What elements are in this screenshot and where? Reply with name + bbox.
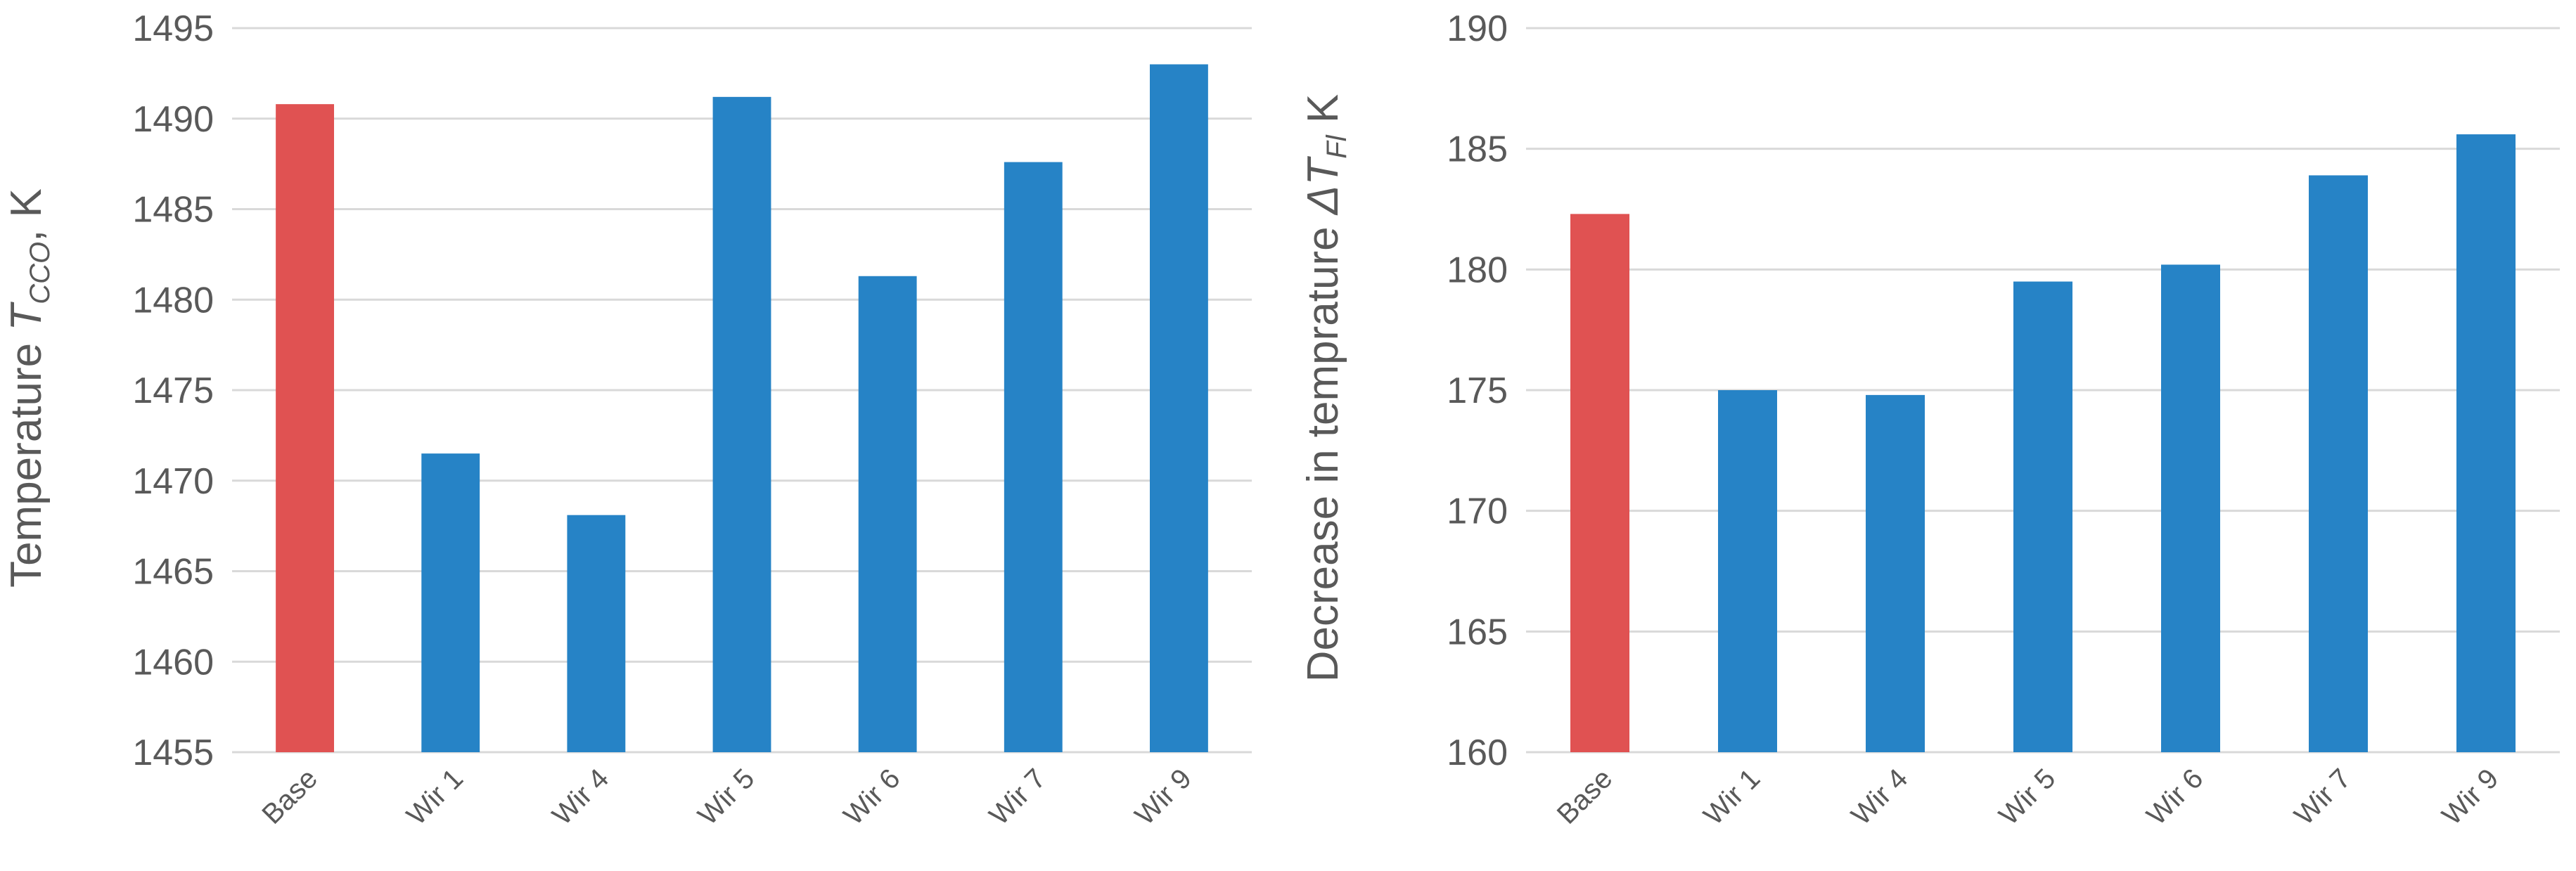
left-x-tick-label: Wir 7	[984, 763, 1052, 831]
right-y-tick-label: 160	[1447, 733, 1508, 773]
right-y-axis-label-unit: K	[1299, 94, 1347, 136]
right-x-tick-label: Wir 7	[2288, 763, 2357, 831]
left-y-ticks: 1455 1460 1465 1470 1475 1480 1485 1490 1495	[132, 8, 214, 773]
left-x-tick-label: Wir 4	[546, 763, 615, 831]
right-x-tick-label: Wir 5	[1993, 763, 2061, 831]
left-x-tick-label: Wir 9	[1129, 763, 1198, 831]
left-bar-wir-1	[421, 453, 480, 752]
left-bar-base	[276, 104, 334, 752]
right-x-tick-label: Wir 9	[2436, 763, 2504, 831]
right-x-tick-label: Wir 4	[1845, 763, 1914, 831]
right-x-tick-label: Base	[1551, 763, 1619, 830]
right-bar-base	[1570, 214, 1629, 752]
right-y-tick-label: 165	[1447, 612, 1508, 652]
right-y-ticks: 160 165 170 175 180 185 190	[1447, 8, 1508, 773]
left-bar-wir-4	[567, 515, 626, 752]
right-bar-wir-7	[2309, 175, 2368, 752]
right-y-axis-label-symbol: ΔT	[1299, 156, 1347, 217]
left-y-tick-label: 1485	[132, 190, 214, 231]
left-x-tick-label: Wir 6	[838, 763, 906, 831]
right-y-tick-label: 170	[1447, 491, 1508, 532]
right-bar-wir-1	[1718, 390, 1777, 752]
right-x-tick-label: Wir 6	[2141, 763, 2209, 831]
left-x-tick-label: Wir 5	[692, 763, 760, 831]
left-y-tick-label: 1480	[132, 280, 214, 321]
left-y-axis-label-main: Temperature	[2, 331, 51, 588]
right-x-ticks: Base Wir 1 Wir 4 Wir 5 Wir 6 Wir 7 Wir 9	[1551, 763, 2505, 831]
right-bar-wir-5	[2013, 281, 2072, 752]
right-y-tick-label: 175	[1447, 370, 1508, 411]
right-y-tick-label: 185	[1447, 129, 1508, 170]
right-y-axis-label-main: Decrease in temprature	[1299, 214, 1347, 682]
right-bar-wir-6	[2161, 264, 2220, 752]
left-bar-wir-9	[1150, 64, 1208, 752]
left-x-tick-label: Wir 1	[401, 763, 469, 831]
left-y-axis-label-symbol: T	[2, 302, 51, 331]
left-y-tick-label: 1495	[132, 8, 214, 49]
left-x-ticks: Base Wir 1 Wir 4 Wir 5 Wir 6 Wir 7 Wir 9	[256, 763, 1197, 831]
left-bar-wir-6	[858, 276, 917, 752]
right-bar-wir-4	[1866, 394, 1925, 752]
left-chart-panel: Temperature TCCO, K 1455 1460 1465 1470 1475…	[2, 8, 1252, 831]
left-y-tick-label: 1455	[132, 733, 214, 773]
left-y-tick-label: 1490	[132, 99, 214, 140]
left-y-tick-label: 1475	[132, 370, 214, 411]
left-y-tick-label: 1470	[132, 461, 214, 502]
left-bar-wir-5	[712, 96, 771, 753]
right-y-tick-label: 180	[1447, 250, 1508, 290]
left-x-tick-label: Base	[256, 763, 323, 830]
right-bar-wir-9	[2456, 134, 2516, 753]
left-y-axis-label: Temperature TCCO, K	[2, 188, 56, 588]
left-y-axis-label-subscript: CCO	[25, 242, 56, 304]
right-y-axis-label: Decrease in temprature ΔTFl K	[1299, 94, 1352, 682]
right-x-tick-label: Wir 1	[1698, 763, 1766, 831]
left-y-axis-label-unit: , K	[2, 188, 51, 242]
right-y-axis-label-subscript: Fl	[1321, 134, 1352, 158]
right-bars	[1570, 134, 2516, 753]
right-chart-panel: Decrease in temprature ΔTFl K 1601651701…	[1299, 8, 2560, 831]
right-y-tick-label: 190	[1447, 8, 1508, 49]
left-bars	[276, 64, 1208, 753]
left-y-tick-label: 1460	[132, 642, 214, 683]
left-y-tick-label: 1465	[132, 552, 214, 593]
left-bar-wir-7	[1004, 162, 1063, 753]
